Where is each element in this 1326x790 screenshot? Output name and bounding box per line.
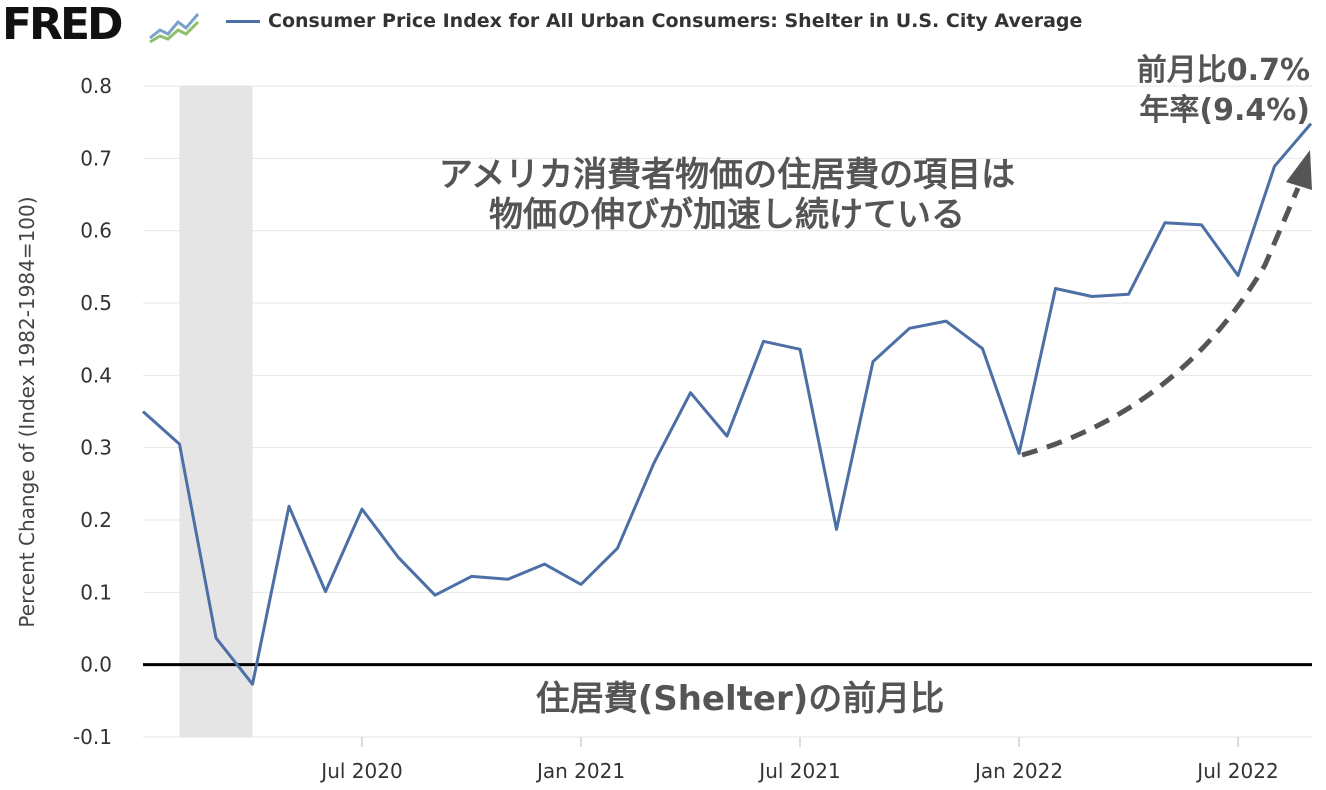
- legend-swatch: [226, 20, 260, 23]
- legend-label[interactable]: Consumer Price Index for All Urban Consu…: [268, 10, 1083, 32]
- trend-arrow: [1021, 150, 1312, 458]
- y-tick-label: 0.1: [80, 580, 112, 604]
- y-tick-label: 0.7: [80, 146, 112, 170]
- plot-area: [143, 86, 1312, 737]
- y-axis-ticks: 0.8 0.7 0.6 0.5 0.4 0.3 0.2 0.1 0.0 -0.1: [73, 74, 112, 749]
- y-axis-label: Percent Change of (Index 1982-1984=100): [15, 196, 39, 627]
- chart-header: FRED Consumer Price Index for All Urban …: [0, 0, 1326, 50]
- x-tick-label: Jul 2022: [1195, 759, 1278, 783]
- x-tick-label: Jan 2021: [535, 759, 625, 783]
- series-layer: [142, 122, 1313, 686]
- fred-chart-icon: [146, 8, 208, 44]
- fred-logo[interactable]: FRED: [2, 0, 124, 50]
- annotation-title-line2: 物価の伸びが加速し続けている: [489, 195, 965, 235]
- y-tick-label: -0.1: [73, 725, 112, 749]
- x-tick-label: Jan 2022: [973, 759, 1063, 783]
- trend-arrow-head: [1286, 150, 1312, 190]
- x-tick-label: Jul 2021: [757, 759, 840, 783]
- y-tick-label: 0.6: [80, 219, 112, 243]
- y-tick-label: 0.2: [80, 508, 112, 532]
- y-tick-label: 0.8: [80, 74, 112, 98]
- annotation-zero-label: 住居費(Shelter)の前月比: [536, 679, 945, 719]
- recession-shade: [179, 86, 253, 737]
- trend-arrow-path: [1021, 187, 1301, 458]
- y-tick-label: 0.3: [80, 436, 112, 460]
- x-tick-label: Jul 2020: [319, 759, 402, 783]
- y-tick-label: 0.0: [80, 653, 112, 677]
- y-tick-label: 0.5: [80, 291, 112, 315]
- recession-band: [179, 86, 253, 737]
- annotation-latest-line2: 年率(9.4%): [1139, 93, 1310, 128]
- series-line: [142, 122, 1313, 686]
- x-axis-ticks: Jul 2020 Jan 2021 Jul 2021 Jan 2022 Jul 2022: [319, 737, 1279, 783]
- annotation-title-line1: アメリカ消費者物価の住居費の項目は: [439, 155, 1015, 195]
- annotation-latest-line1: 前月比0.7%: [1137, 53, 1310, 88]
- y-tick-label: 0.4: [80, 363, 112, 387]
